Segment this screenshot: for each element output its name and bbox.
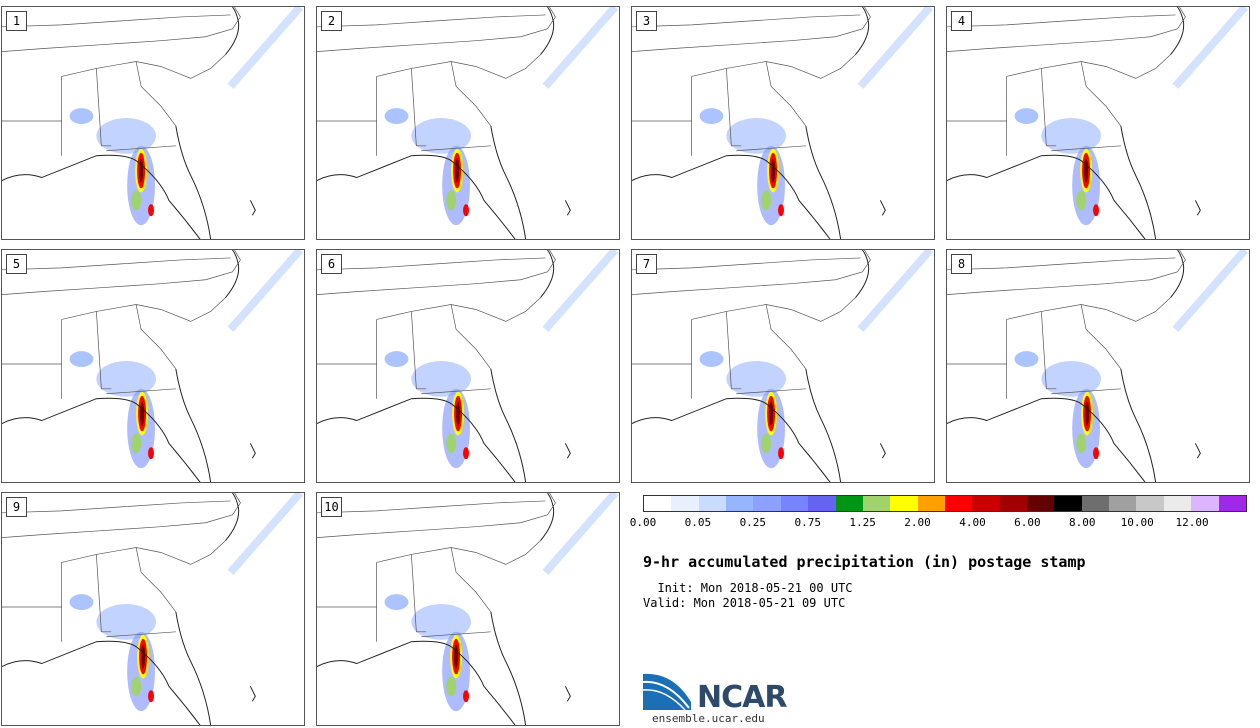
member-number-label: 4	[951, 11, 972, 31]
ensemble-member-panel: 3	[631, 6, 935, 240]
colorbar-swatch	[1054, 496, 1082, 511]
colorbar-swatch	[862, 496, 891, 511]
colorbar-swatch	[972, 496, 1000, 511]
precip-map	[2, 250, 304, 482]
precip-map	[2, 493, 304, 725]
precip-map	[317, 250, 619, 482]
colorbar-swatch	[698, 496, 727, 511]
colorbar-tick-label: 2.00	[904, 516, 931, 529]
member-number-label: 6	[321, 254, 342, 274]
colorbar-swatch	[999, 496, 1028, 511]
logo-name: NCAR	[697, 680, 787, 715]
colorbar-tick-label: 10.00	[1120, 516, 1154, 529]
member-number-label: 9	[6, 497, 27, 517]
member-number-label: 3	[636, 11, 657, 31]
colorbar-tick-label: 4.00	[959, 516, 986, 529]
precip-map	[947, 250, 1249, 482]
precip-map	[317, 493, 619, 725]
colorbar-swatch	[890, 496, 918, 511]
colorbar-swatch	[671, 496, 699, 511]
colorbar-swatch	[726, 496, 754, 511]
colorbar-swatch	[753, 496, 781, 511]
ensemble-member-panel: 10	[316, 492, 620, 726]
precip-map	[632, 250, 934, 482]
colorbar-tick-label: 0.00	[629, 516, 657, 529]
colorbar-swatch	[1081, 496, 1110, 511]
ensemble-member-panel: 9	[1, 492, 305, 726]
colorbar-tick-label: 12.00	[1175, 516, 1209, 529]
ensemble-member-panel: 6	[316, 249, 620, 483]
colorbar-tick-label: 6.00	[1014, 516, 1041, 529]
colorbar-swatch	[1027, 496, 1055, 511]
ensemble-member-panel: 2	[316, 6, 620, 240]
colorbar-swatch	[1163, 496, 1192, 511]
colorbar-swatch	[835, 496, 863, 511]
member-number-label: 5	[6, 254, 27, 274]
colorbar-swatch	[780, 496, 809, 511]
precip-map	[632, 7, 934, 239]
member-number-label: 8	[951, 254, 972, 274]
ensemble-member-panel: 4	[946, 6, 1250, 240]
member-number-label: 2	[321, 11, 342, 31]
colorbar-tick-label: 1.25	[849, 516, 876, 529]
colorbar-tick-label: 0.05	[684, 516, 712, 529]
member-number-label: 1	[6, 11, 27, 31]
colorbar-swatch	[1218, 496, 1246, 511]
colorbar-swatch	[1109, 496, 1137, 511]
ncar-logo-icon	[643, 673, 691, 711]
colorbar-swatch	[1136, 496, 1164, 511]
colorbar-tick-label: 8.00	[1069, 516, 1096, 529]
colorbar-tick-label: 0.25	[739, 516, 767, 529]
ensemble-member-panel: 8	[946, 249, 1250, 483]
colorbar-swatch	[917, 496, 945, 511]
chart-title: 9-hr accumulated precipitation (in) post…	[643, 553, 1086, 571]
ensemble-member-panel: 1	[1, 6, 305, 240]
precip-map	[317, 7, 619, 239]
precip-map	[947, 7, 1249, 239]
member-number-label: 10	[321, 497, 342, 517]
member-number-label: 7	[636, 254, 657, 274]
colorbar-swatch	[944, 496, 973, 511]
logo-url: ensemble.ucar.edu	[652, 712, 765, 725]
precipitation-colorbar	[643, 495, 1247, 512]
valid-time: Valid: Mon 2018-05-21 09 UTC	[643, 596, 846, 610]
ensemble-member-panel: 5	[1, 249, 305, 483]
colorbar-swatch	[808, 496, 836, 511]
colorbar-swatch	[644, 496, 672, 511]
precip-map	[2, 7, 304, 239]
ensemble-member-panel: 7	[631, 249, 935, 483]
colorbar-tick-label: 0.75	[794, 516, 821, 529]
init-time: Init: Mon 2018-05-21 00 UTC	[643, 581, 853, 595]
colorbar-swatch	[1191, 496, 1219, 511]
